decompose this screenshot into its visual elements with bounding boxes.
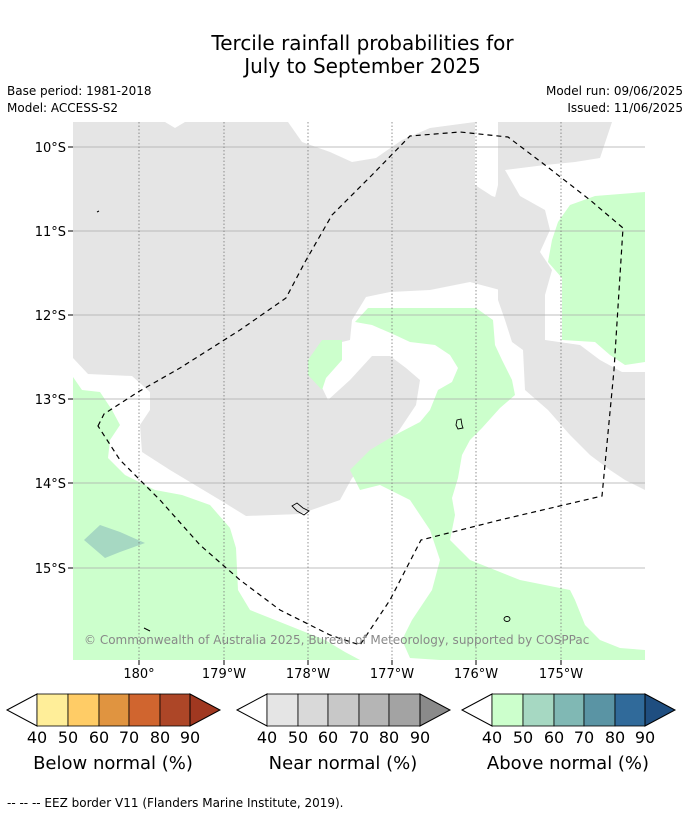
below-tick-60: 60 [88,728,110,747]
near-normal-label: Near normal (%) [268,753,418,774]
lon-label-180: 180° [123,667,154,682]
eez-border [97,131,624,646]
below-tick-70: 70 [118,728,140,747]
near-tick-40: 40 [256,728,278,747]
lat-label-13s: 13°S [35,393,66,408]
base-period: Base period: 1981-2018 [7,84,152,98]
lat-grid [73,146,645,569]
lon-label-179w: 179°W [202,667,246,682]
above-tick-80: 80 [604,728,626,747]
below-tick-40: 40 [26,728,48,747]
rainfall-map: 10°S 11°S 12°S 13°S 14°S 15°S 180° 179°W… [35,122,645,682]
near-normal-region-east [492,122,645,490]
below-tick-50: 50 [57,728,79,747]
lon-label-178w: 178°W [286,667,330,682]
island-speck-south [143,627,151,632]
lat-label-12s: 12°S [35,309,66,324]
island-small-south [503,616,511,622]
above-tick-90: 90 [634,728,656,747]
near-tick-80: 80 [378,728,400,747]
lon-label-175w: 175°W [539,667,583,682]
island-wallis [455,418,464,430]
lat-label-15s: 15°S [35,562,66,577]
above-tick-70: 70 [573,728,595,747]
lon-grid [138,122,562,660]
below-tick-80: 80 [149,728,171,747]
colorbar-near-normal [235,693,452,727]
near-tick-50: 50 [287,728,309,747]
above-tick-40: 40 [481,728,503,747]
colorbar-below-normal [5,693,222,727]
title-line-2: July to September 2025 [244,54,481,78]
near-tick-90: 90 [409,728,431,747]
eez-legend-footnote: -- -- -- EEZ border V11 (Flanders Marine… [7,796,344,810]
model-run: Model run: 09/06/2025 [545,84,683,98]
above-tick-50: 50 [512,728,534,747]
colorbars [5,693,677,727]
above-normal-50-patch [84,525,145,558]
above-normal-label: Above normal (%) [486,753,650,774]
lat-label-14s: 14°S [35,477,66,492]
lat-label-10s: 10°S [35,141,66,156]
above-normal-small-patch [308,340,342,390]
copyright-notice: © Commonwealth of Australia 2025, Bureau… [84,633,590,647]
near-tick-60: 60 [317,728,339,747]
lon-label-176w: 176°W [454,667,498,682]
lon-label-177w: 177°W [370,667,414,682]
lon-ticks [138,660,562,665]
issued-date: Issued: 11/06/2025 [567,101,683,115]
island-speck-west [96,210,100,213]
model-name: Model: ACCESS-S2 [7,101,119,115]
above-tick-60: 60 [543,728,565,747]
island-futuna [291,502,310,516]
near-normal-top-left-notch [165,122,185,128]
above-normal-central [350,308,645,660]
above-normal-west [73,377,360,660]
near-normal-region-west [73,122,530,516]
lat-label-11s: 11°S [35,225,66,240]
above-normal-east [548,192,645,365]
below-tick-90: 90 [179,728,201,747]
near-tick-70: 70 [348,728,370,747]
lat-ticks [68,146,73,569]
below-normal-label: Below normal (%) [33,753,193,774]
title-line-1: Tercile rainfall probabilities for [211,31,514,55]
colorbar-above-normal [460,693,677,727]
